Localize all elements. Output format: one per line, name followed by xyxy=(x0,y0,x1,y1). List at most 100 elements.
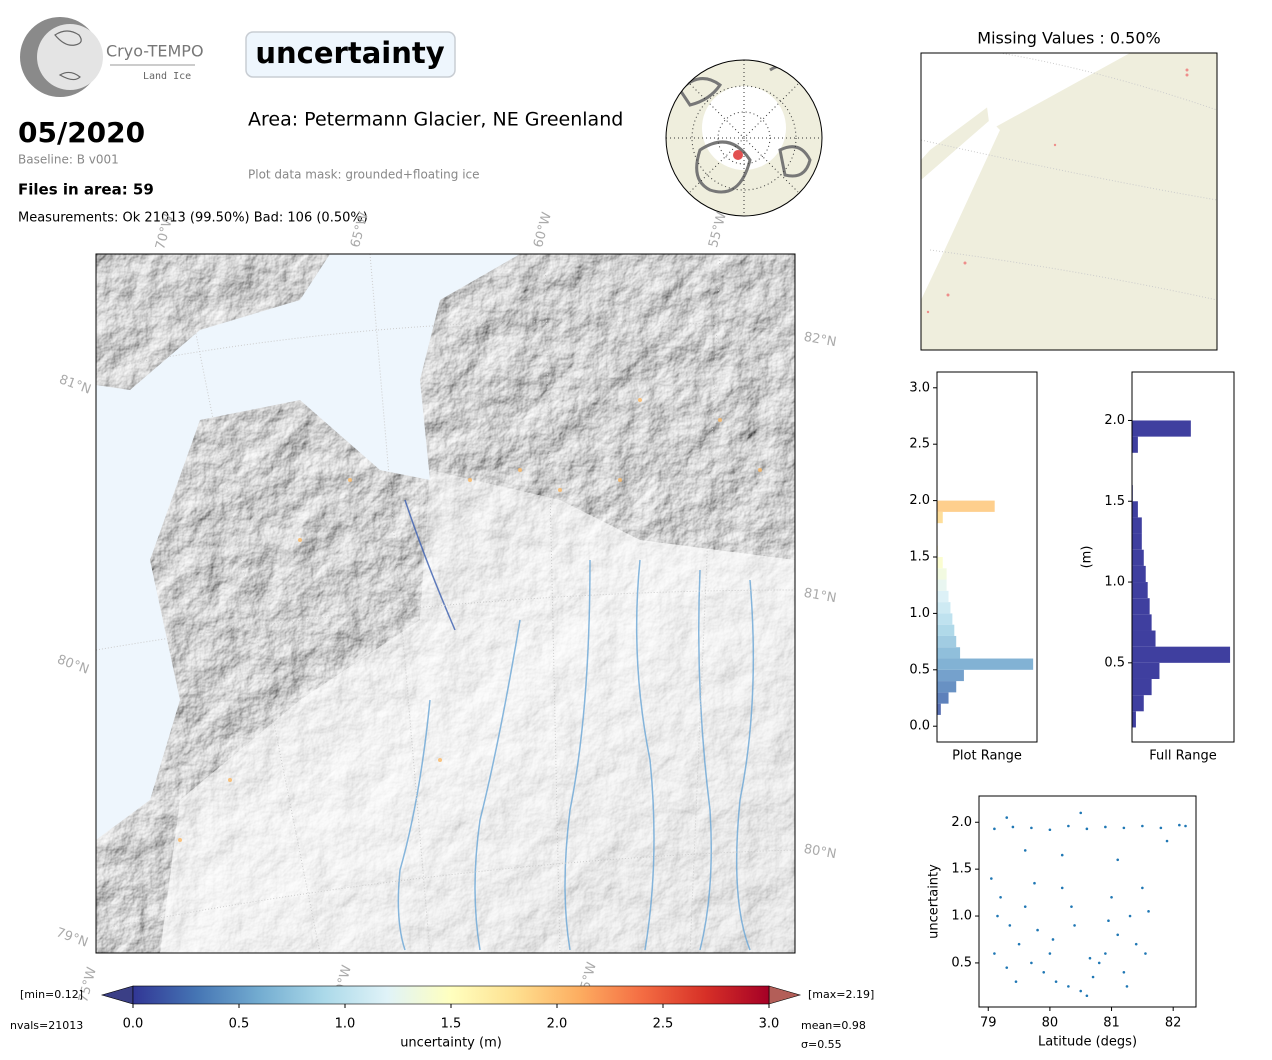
missing-panel: Missing Values : 0.50% xyxy=(920,29,1218,351)
hist-bar xyxy=(1132,614,1152,631)
y-tick-label: 0.0 xyxy=(909,719,930,734)
nvals: nvals=21013 xyxy=(10,1019,83,1032)
point xyxy=(1033,881,1036,885)
graticule-label: 60°W xyxy=(531,211,555,250)
colorbar-tick-label: 0.0 xyxy=(123,1017,144,1032)
hist-bar xyxy=(937,602,951,614)
y-tick-label: 2.0 xyxy=(951,815,972,830)
hist-bar xyxy=(1132,582,1148,599)
point xyxy=(1085,827,1089,831)
y-tick-label: 2.0 xyxy=(1104,413,1125,428)
point xyxy=(1054,980,1058,983)
point xyxy=(1017,942,1021,946)
point xyxy=(1051,938,1055,941)
graticule-label: 81°N xyxy=(803,586,838,606)
hist-bar xyxy=(937,658,1034,670)
hist-bar xyxy=(1132,598,1150,615)
point xyxy=(1107,919,1110,923)
polar-inset xyxy=(665,59,823,217)
hist-bar xyxy=(1132,662,1160,679)
y-tick-label: 0.5 xyxy=(909,662,930,677)
point xyxy=(1085,994,1089,998)
mask: Plot data mask: grounded+floating ice xyxy=(248,168,480,182)
baseline: Baseline: B v001 xyxy=(18,153,119,167)
point xyxy=(1116,858,1120,862)
files: Files in area: 59 xyxy=(18,181,154,199)
point xyxy=(1005,816,1009,819)
hist-bar xyxy=(937,579,947,591)
point xyxy=(1141,824,1144,828)
hist-bar xyxy=(937,500,995,512)
y-tick-label: 1.5 xyxy=(909,550,930,565)
point xyxy=(1178,823,1181,827)
y-tick-label: 1.0 xyxy=(951,909,972,924)
point xyxy=(1147,910,1150,913)
x-axis-label: Full Range xyxy=(1149,749,1217,764)
colorbar-tick-label: 1.5 xyxy=(441,1017,462,1032)
mean: mean=0.98 xyxy=(801,1019,866,1032)
y-tick-label: 2.5 xyxy=(909,437,930,452)
point xyxy=(1067,985,1070,988)
point xyxy=(1048,952,1052,955)
hist-bar xyxy=(937,681,957,693)
hist-bar xyxy=(937,568,947,580)
hist-bar xyxy=(1132,517,1142,534)
colorbar-tick-label: 2.5 xyxy=(653,1017,674,1032)
hist-bar xyxy=(937,635,957,648)
point xyxy=(1141,886,1144,890)
point xyxy=(1067,824,1070,828)
hist-bar xyxy=(1132,533,1142,550)
point xyxy=(1048,828,1052,832)
point xyxy=(1042,971,1046,974)
point xyxy=(1122,971,1126,974)
title-box xyxy=(245,31,456,78)
title: uncertainty xyxy=(255,36,444,70)
point xyxy=(1104,952,1107,955)
hist-bar xyxy=(937,557,943,569)
min-label: [min=0.12] xyxy=(20,988,83,1001)
x-tick-label: 80 xyxy=(1042,1016,1059,1031)
point xyxy=(1088,956,1092,960)
point xyxy=(996,914,999,918)
y-axis-label: uncertainty xyxy=(927,864,942,939)
logo-title: Cryo-TEMPO xyxy=(106,42,204,61)
y-tick-label: 1.0 xyxy=(909,606,930,621)
hist-bar xyxy=(937,613,953,625)
hist-bar xyxy=(1132,711,1136,728)
point xyxy=(993,952,996,955)
area: Area: Petermann Glacier, NE Greenland xyxy=(248,109,623,131)
point xyxy=(1165,839,1169,843)
axes-frame xyxy=(936,371,1038,743)
colorbar-tick-label: 2.0 xyxy=(547,1017,568,1032)
point xyxy=(1008,924,1012,927)
y-tick-label: 3.0 xyxy=(909,380,930,395)
map xyxy=(95,253,796,954)
max-label: [max=2.19] xyxy=(808,988,874,1001)
point xyxy=(1030,961,1033,965)
y-tick-label: 1.0 xyxy=(1104,575,1125,590)
point xyxy=(1144,952,1147,955)
point xyxy=(1005,966,1009,969)
y-tick-label: 0.5 xyxy=(951,955,972,970)
graticule-label: 81°N xyxy=(57,372,93,397)
point xyxy=(990,877,993,880)
point xyxy=(1097,961,1101,965)
hist-bar xyxy=(1132,501,1138,518)
hist-bar xyxy=(1132,565,1146,583)
x-tick-label: 82 xyxy=(1165,1016,1182,1031)
colorbar-tick-label: 3.0 xyxy=(759,1017,780,1032)
x-axis-label: Plot Range xyxy=(952,749,1022,764)
point xyxy=(1073,924,1076,927)
point xyxy=(1070,905,1073,908)
y-axis-label: (m) xyxy=(1080,546,1095,569)
colorbar-gradient xyxy=(132,985,770,1005)
axes-frame xyxy=(1131,371,1235,743)
measurements: Measurements: Ok 21013 (99.50%) Bad: 106… xyxy=(18,211,368,226)
hist-bar xyxy=(937,511,943,524)
graticule-label: 82°N xyxy=(803,330,838,350)
hist-bar xyxy=(937,692,949,704)
y-tick-label: 2.0 xyxy=(909,493,930,508)
sigma: σ=0.55 xyxy=(801,1038,842,1051)
point xyxy=(1122,826,1126,830)
